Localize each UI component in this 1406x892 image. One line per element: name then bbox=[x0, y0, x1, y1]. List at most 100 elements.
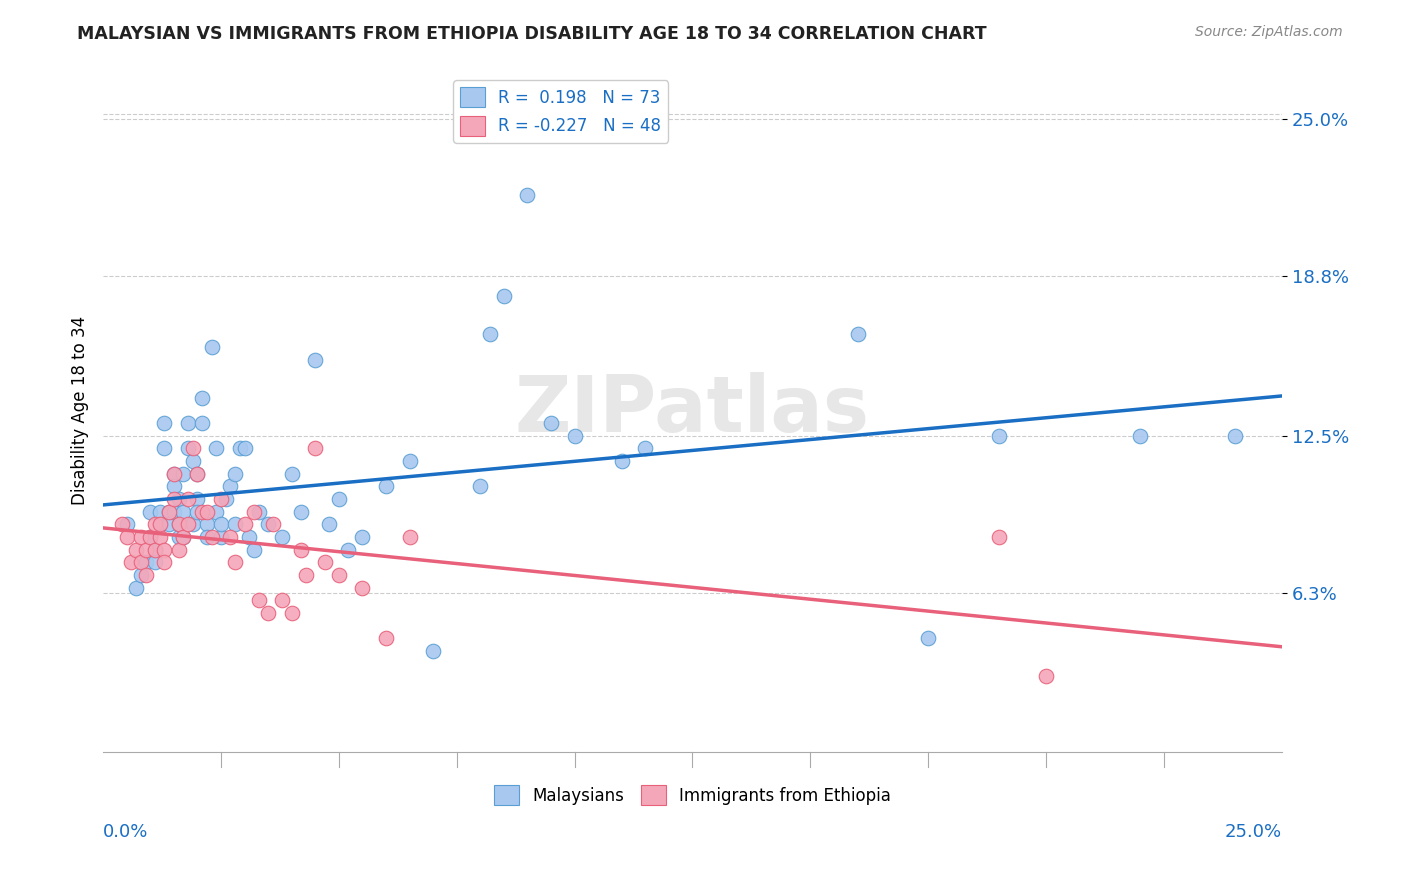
Point bbox=[153, 542, 176, 557]
Point bbox=[247, 593, 270, 607]
Point bbox=[157, 505, 180, 519]
Point bbox=[243, 505, 266, 519]
Point bbox=[318, 517, 340, 532]
Y-axis label: Disability Age 18 to 34: Disability Age 18 to 34 bbox=[72, 316, 89, 505]
Point bbox=[257, 517, 280, 532]
Point bbox=[157, 517, 180, 532]
Point bbox=[233, 442, 256, 456]
Point bbox=[172, 505, 194, 519]
Text: ZIPatlas: ZIPatlas bbox=[515, 372, 870, 449]
Legend: Malaysians, Immigrants from Ethiopia: Malaysians, Immigrants from Ethiopia bbox=[488, 779, 897, 812]
Point bbox=[120, 555, 142, 569]
Point bbox=[163, 467, 186, 481]
Point bbox=[846, 327, 869, 342]
Point bbox=[149, 517, 172, 532]
Point bbox=[167, 491, 190, 506]
Point bbox=[280, 467, 302, 481]
Point bbox=[209, 491, 232, 506]
Point bbox=[209, 517, 232, 532]
Point bbox=[1035, 669, 1057, 683]
Point bbox=[163, 467, 186, 481]
Point bbox=[422, 644, 444, 658]
Point bbox=[238, 530, 260, 544]
Point bbox=[163, 479, 186, 493]
Point bbox=[478, 327, 501, 342]
Point bbox=[139, 530, 162, 544]
Point bbox=[153, 416, 176, 430]
Point bbox=[167, 530, 190, 544]
Point bbox=[157, 505, 180, 519]
Point bbox=[314, 555, 336, 569]
Point bbox=[200, 530, 222, 544]
Point bbox=[163, 491, 186, 506]
Point bbox=[143, 542, 166, 557]
Text: 25.0%: 25.0% bbox=[1225, 823, 1282, 841]
Text: Source: ZipAtlas.com: Source: ZipAtlas.com bbox=[1195, 25, 1343, 39]
Point bbox=[181, 454, 204, 468]
Point bbox=[1129, 428, 1152, 442]
Point bbox=[352, 530, 374, 544]
Point bbox=[143, 555, 166, 569]
Point bbox=[177, 442, 200, 456]
Point bbox=[115, 517, 138, 532]
Point bbox=[375, 479, 398, 493]
Point bbox=[195, 530, 218, 544]
Point bbox=[375, 631, 398, 645]
Point bbox=[177, 416, 200, 430]
Point bbox=[139, 505, 162, 519]
Point bbox=[135, 542, 157, 557]
Point bbox=[224, 555, 246, 569]
Point bbox=[177, 517, 200, 532]
Point bbox=[129, 530, 152, 544]
Point bbox=[163, 505, 186, 519]
Point bbox=[295, 567, 318, 582]
Point bbox=[181, 442, 204, 456]
Point bbox=[115, 530, 138, 544]
Point bbox=[987, 428, 1010, 442]
Point bbox=[205, 505, 228, 519]
Point bbox=[135, 567, 157, 582]
Point bbox=[186, 505, 208, 519]
Point bbox=[153, 555, 176, 569]
Point bbox=[172, 467, 194, 481]
Point bbox=[917, 631, 939, 645]
Point bbox=[290, 505, 312, 519]
Point bbox=[195, 505, 218, 519]
Point bbox=[492, 289, 515, 303]
Point bbox=[111, 517, 134, 532]
Point bbox=[352, 581, 374, 595]
Point bbox=[564, 428, 586, 442]
Point bbox=[200, 340, 222, 354]
Point bbox=[262, 517, 284, 532]
Point bbox=[153, 442, 176, 456]
Point bbox=[987, 530, 1010, 544]
Point bbox=[243, 542, 266, 557]
Point bbox=[398, 454, 420, 468]
Point bbox=[167, 517, 190, 532]
Point bbox=[219, 530, 242, 544]
Point bbox=[186, 467, 208, 481]
Point bbox=[247, 505, 270, 519]
Point bbox=[470, 479, 492, 493]
Point bbox=[167, 542, 190, 557]
Point bbox=[186, 491, 208, 506]
Point bbox=[181, 517, 204, 532]
Point bbox=[304, 352, 326, 367]
Point bbox=[610, 454, 633, 468]
Point bbox=[271, 530, 294, 544]
Point bbox=[143, 542, 166, 557]
Point bbox=[177, 491, 200, 506]
Point bbox=[149, 517, 172, 532]
Point bbox=[398, 530, 420, 544]
Text: 0.0%: 0.0% bbox=[103, 823, 149, 841]
Point bbox=[195, 517, 218, 532]
Point bbox=[139, 530, 162, 544]
Point bbox=[540, 416, 562, 430]
Point bbox=[129, 555, 152, 569]
Point bbox=[129, 567, 152, 582]
Point bbox=[215, 491, 238, 506]
Point bbox=[143, 517, 166, 532]
Point bbox=[224, 517, 246, 532]
Point bbox=[280, 606, 302, 620]
Point bbox=[219, 479, 242, 493]
